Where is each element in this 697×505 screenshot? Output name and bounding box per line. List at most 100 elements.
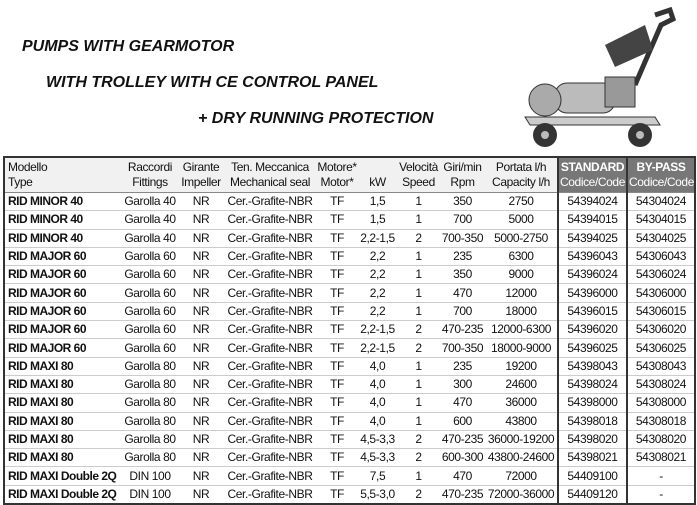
table-cell: 54394015 [557, 210, 627, 230]
table-cell: RID MAXI 80 [4, 448, 122, 468]
table-row: RID MAJOR 60 Garolla 60 NR Cer.-Grafite-NBR… [4, 302, 695, 322]
table-cell: Garolla 40 [122, 229, 178, 248]
table-cell: 4,5-3,3 [358, 430, 397, 450]
column-header: Raccordi Fittings [122, 157, 178, 193]
table-cell: 1,5 [358, 210, 397, 230]
table-cell: 18000-9000 [485, 338, 558, 358]
table-cell: 19200 [485, 357, 558, 376]
table-cell: NR [178, 412, 224, 431]
table-cell: NR [178, 192, 224, 212]
table-cell: NR [178, 338, 224, 358]
table-cell: Cer.-Grafite-NBR [224, 393, 316, 413]
title-line-1: PUMPS WITH GEARMOTOR [22, 38, 235, 55]
table-cell: Garolla 40 [122, 192, 178, 212]
table-cell: Cer.-Grafite-NBR [224, 375, 316, 395]
column-header-subtitle: Impeller [181, 175, 221, 189]
table-cell: 2 [397, 485, 440, 505]
table-cell: 54394024 [557, 192, 627, 212]
table-cell: 4,0 [358, 393, 397, 413]
table-cell: RID MAJOR 60 [4, 247, 122, 267]
table-cell: TF [316, 247, 358, 267]
table-cell: 24600 [485, 375, 558, 395]
table-cell: NR [178, 466, 224, 486]
table-cell: 2 [397, 448, 440, 468]
table-cell: 54396024 [557, 265, 627, 285]
table-cell: 4,0 [358, 357, 397, 376]
table-cell: RID MAJOR 60 [4, 338, 122, 358]
column-header-title: Girante [182, 160, 220, 174]
table-cell: TF [316, 375, 358, 395]
table-cell: RID MAJOR 60 [4, 265, 122, 285]
table-row: RID MAXI 80 Garolla 80 NR Cer.-Grafite-NBR T… [4, 430, 695, 450]
table-cell: TF [316, 448, 358, 468]
table-cell: Garolla 80 [122, 430, 178, 450]
table-cell: NR [178, 357, 224, 376]
table-cell: 1 [397, 210, 440, 230]
table-cell: DIN 100 [122, 466, 178, 486]
column-header-title: STANDARD [560, 160, 625, 174]
table-cell: 54304025 [626, 229, 695, 248]
table-cell: 4,0 [358, 375, 397, 395]
table-cell: 54306015 [626, 302, 695, 322]
table-cell: Cer.-Grafite-NBR [224, 485, 316, 505]
table-cell: 43800 [485, 412, 558, 431]
table-cell: Garolla 60 [122, 247, 178, 267]
table-cell: 235 [440, 357, 485, 376]
table-cell: 7,5 [358, 466, 397, 486]
table-cell: Cer.-Grafite-NBR [224, 412, 316, 431]
pump-spec-table: Modello Type Raccordi Fittings Girante Impell… [3, 156, 696, 505]
table-cell: Garolla 60 [122, 265, 178, 285]
table-cell: RID MAXI 80 [4, 375, 122, 395]
column-header: Velocità Speed [397, 157, 440, 193]
column-header-title: kW [369, 175, 386, 189]
table-cell: NR [178, 320, 224, 340]
pump-trolley-image [524, 6, 677, 147]
table-cell: RID MAXI Double 2Q [4, 485, 122, 505]
table-cell: 54396043 [557, 247, 627, 267]
title-line-2: WITH TROLLEY WITH CE CONTROL PANEL [46, 74, 379, 91]
table-cell: 2 [397, 338, 440, 358]
table-cell: TF [316, 210, 358, 230]
table-row: RID MAXI Double 2Q DIN 100 NR Cer.-Grafite-… [4, 466, 695, 486]
table-cell: NR [178, 448, 224, 468]
table-cell: 600 [440, 412, 485, 431]
table-cell: RID MAJOR 60 [4, 283, 122, 303]
table-cell: 54308024 [626, 375, 695, 395]
table-cell: 2750 [485, 192, 558, 212]
column-header-subtitle: Speed [402, 175, 435, 189]
column-header: Portata l/h Capacity l/h [485, 157, 558, 193]
table-cell: 2 [397, 430, 440, 450]
column-header: Ten. Meccanica Mechanical seal [224, 157, 316, 193]
table-cell: 1 [397, 192, 440, 212]
table-cell: 54308021 [626, 448, 695, 468]
table-cell: Cer.-Grafite-NBR [224, 448, 316, 468]
table-cell: Cer.-Grafite-NBR [224, 320, 316, 340]
table-cell: NR [178, 430, 224, 450]
table-cell: NR [178, 247, 224, 267]
table-cell: 54308020 [626, 430, 695, 450]
table-row: RID MAXI 80 Garolla 80 NR Cer.-Grafite-NBR T… [4, 412, 695, 431]
column-header-title: BY-PASS [636, 160, 686, 174]
table-row: RID MINOR 40 Garolla 40 NR Cer.-Grafite-NBR… [4, 210, 695, 230]
table-cell: RID MINOR 40 [4, 210, 122, 230]
table-cell: 54398020 [557, 430, 627, 450]
table-cell: 2 [397, 229, 440, 248]
table-cell: Garolla 80 [122, 393, 178, 413]
table-cell: 300 [440, 375, 485, 395]
table-cell: Cer.-Grafite-NBR [224, 430, 316, 450]
table-cell: TF [316, 357, 358, 376]
table-cell: 54306043 [626, 247, 695, 267]
table-cell: 54304024 [626, 192, 695, 212]
table-cell: 54396025 [557, 338, 627, 358]
column-header: BY-PASS Codice/Code [626, 157, 695, 193]
table-cell: 5000 [485, 210, 558, 230]
table-cell: 43800-24600 [485, 448, 558, 468]
table-cell: Cer.-Grafite-NBR [224, 466, 316, 486]
table-cell: TF [316, 466, 358, 486]
table-cell: 4,0 [358, 412, 397, 431]
table-cell: 54396020 [557, 320, 627, 340]
column-header-title: Motore* [317, 160, 357, 174]
table-cell: 2,2-1,5 [358, 229, 397, 248]
table-cell: 2 [397, 320, 440, 340]
table-cell: 9000 [485, 265, 558, 285]
